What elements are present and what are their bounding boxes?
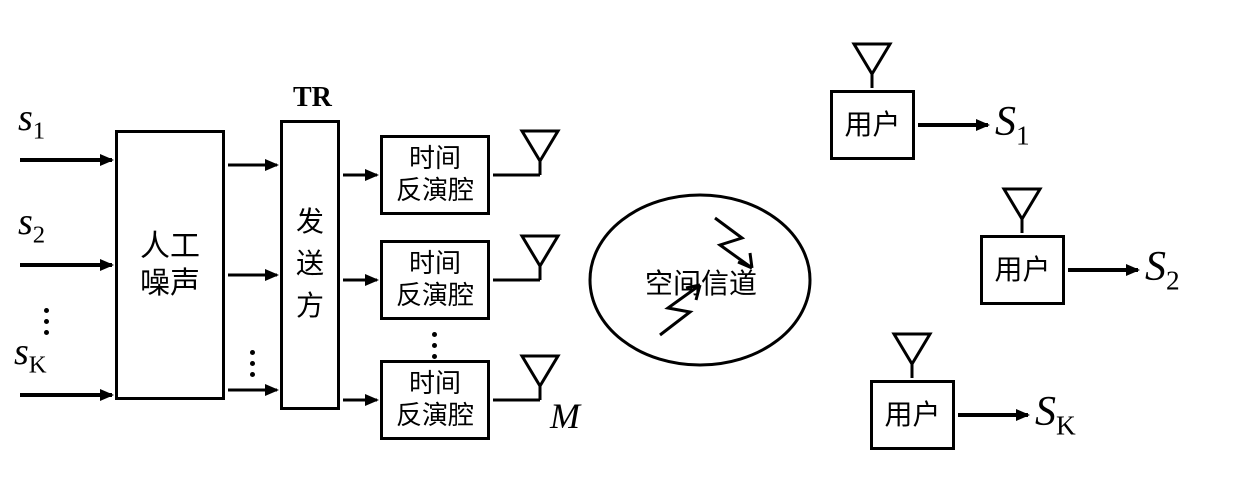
tx-antenna-1 bbox=[522, 131, 558, 175]
diagram-stage: s1 s2 sK 人工 噪声 TR 发 送 方 时间 反演腔 时间 反演腔 时间… bbox=[0, 0, 1240, 501]
user-3-label: 用户 bbox=[884, 398, 940, 433]
input-s1-sub: 1 bbox=[33, 118, 45, 145]
rx-antenna-1 bbox=[854, 44, 890, 88]
artificial-noise-label: 人工 噪声 bbox=[140, 228, 200, 303]
m-label: M bbox=[550, 395, 580, 437]
rx-antenna-2 bbox=[1004, 189, 1040, 233]
sender-box: 发 送 方 bbox=[280, 120, 340, 410]
cavity-box-2: 时间 反演腔 bbox=[380, 240, 490, 320]
tx-antenna-2 bbox=[522, 236, 558, 280]
cavity-box-3: 时间 反演腔 bbox=[380, 360, 490, 440]
output-label-s1: S1 bbox=[995, 98, 1030, 151]
output-s2-base: S bbox=[1145, 244, 1166, 290]
input-sk-sub: K bbox=[29, 352, 47, 379]
input-s2-base: s bbox=[18, 201, 33, 243]
user-1-label: 用户 bbox=[844, 108, 900, 143]
user-box-3: 用户 bbox=[870, 380, 955, 450]
user-box-2: 用户 bbox=[980, 235, 1065, 305]
vdots-cavities bbox=[432, 332, 437, 359]
input-s1-base: s bbox=[18, 97, 33, 139]
output-s1-base: S bbox=[995, 99, 1016, 145]
sender-label: 发 送 方 bbox=[296, 202, 324, 328]
artificial-noise-box: 人工 噪声 bbox=[115, 130, 225, 400]
vdots-noise-sender bbox=[250, 350, 255, 377]
user-box-1: 用户 bbox=[830, 90, 915, 160]
cavity-3-label: 时间 反演腔 bbox=[396, 368, 474, 433]
cavity-box-1: 时间 反演腔 bbox=[380, 135, 490, 215]
input-label-sk: sK bbox=[14, 330, 47, 380]
input-s2-sub: 2 bbox=[33, 222, 45, 249]
output-sk-sub: K bbox=[1056, 410, 1076, 440]
input-sk-base: s bbox=[14, 331, 29, 373]
tr-label: TR bbox=[293, 82, 332, 114]
bolt-1 bbox=[715, 218, 752, 268]
spatial-channel-label: 空间信道 bbox=[645, 262, 757, 302]
tx-antenna-3 bbox=[522, 356, 558, 400]
rx-antenna-3 bbox=[894, 334, 930, 378]
cavity-2-label: 时间 反演腔 bbox=[396, 248, 474, 313]
input-label-s2: s2 bbox=[18, 200, 45, 250]
user-2-label: 用户 bbox=[994, 253, 1050, 288]
output-label-s2: S2 bbox=[1145, 243, 1180, 296]
output-sk-base: S bbox=[1035, 389, 1056, 435]
output-s1-sub: 1 bbox=[1016, 120, 1030, 150]
input-label-s1: s1 bbox=[18, 96, 45, 146]
vdots-inputs bbox=[44, 308, 49, 335]
cavity-1-label: 时间 反演腔 bbox=[396, 143, 474, 208]
output-s2-sub: 2 bbox=[1166, 265, 1180, 295]
output-label-sk: SK bbox=[1035, 388, 1076, 441]
